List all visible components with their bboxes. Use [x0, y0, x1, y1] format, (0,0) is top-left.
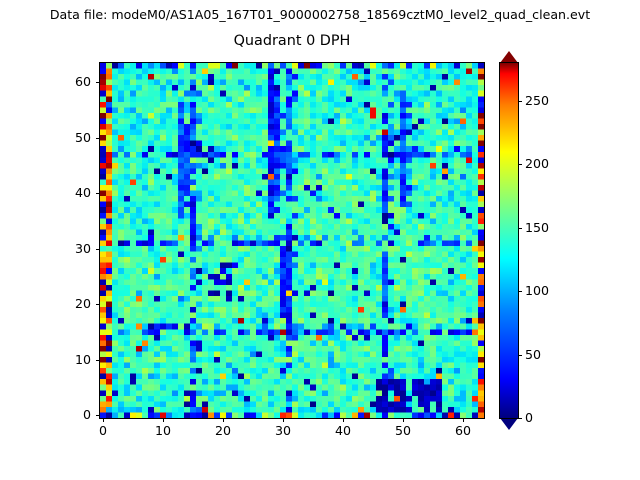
y-tick-mark: [95, 137, 99, 139]
y-tick-label: 0: [82, 407, 91, 423]
x-tick-label: 40: [334, 423, 352, 438]
y-tick-label: 30: [74, 240, 91, 256]
axis-spine-bottom: [99, 418, 485, 419]
colorbar-gradient: [500, 63, 518, 418]
y-tick-mark: [95, 82, 99, 84]
x-tick-label: 30: [274, 423, 292, 438]
y-tick-mark: [95, 359, 99, 361]
y-tick-mark: [95, 193, 99, 195]
colorbar-tick-label: 200: [525, 156, 550, 172]
y-tick-label: 60: [74, 74, 91, 90]
colorbar-tick-mark: [518, 418, 522, 419]
y-tick-mark: [95, 415, 99, 417]
x-tick-label: 10: [154, 423, 172, 438]
colorbar: 0 50 100 150 200 250: [499, 51, 549, 430]
axis-spine-left: [99, 62, 100, 419]
colorbar-extend-bottom-arrow: [500, 418, 518, 430]
axis-spine-top: [99, 62, 485, 63]
colorbar-tick-mark: [518, 164, 522, 166]
colorbar-tick-label: 100: [525, 283, 550, 299]
colorbar-extend-top-arrow: [500, 51, 518, 63]
x-tick-mark: [283, 418, 284, 422]
x-tick-label: 20: [214, 423, 232, 438]
colorbar-tick-label: 150: [525, 219, 550, 235]
x-tick-label: 50: [394, 423, 412, 438]
colorbar-tick-mark: [518, 354, 522, 356]
y-tick-mark: [95, 304, 99, 306]
x-tick-mark: [163, 418, 164, 422]
colorbar-tick-mark: [518, 101, 522, 103]
y-tick-label: 40: [74, 185, 91, 201]
x-tick-label: 0: [98, 423, 107, 438]
x-tick-mark: [223, 418, 224, 422]
colorbar-tick-label: 0: [525, 410, 534, 425]
colorbar-tick-label: 50: [525, 346, 542, 362]
colorbar-tick-mark: [518, 291, 522, 293]
heatmap-image: [100, 63, 484, 418]
y-tick-mark: [95, 248, 99, 250]
x-tick-mark: [103, 418, 104, 422]
axis-spine-right: [484, 62, 485, 419]
x-tick-label: 60: [454, 423, 472, 438]
heatmap-axes: 0 10 20 30 40 50 60 0 10 20 30 40 50 60: [75, 62, 485, 438]
y-tick-label: 20: [74, 296, 91, 312]
x-tick-mark: [403, 418, 404, 422]
colorbar-tick-mark: [518, 227, 522, 229]
y-tick-label: 10: [74, 351, 91, 367]
colorbar-tick-label: 250: [525, 93, 550, 109]
x-tick-mark: [343, 418, 344, 422]
figure-suptitle: Data file: modeM0/AS1A05_167T01_90000027…: [49, 7, 591, 22]
x-tick-mark: [463, 418, 464, 422]
axes-title: Quadrant 0 DPH: [233, 33, 351, 49]
y-tick-label: 50: [74, 129, 91, 145]
